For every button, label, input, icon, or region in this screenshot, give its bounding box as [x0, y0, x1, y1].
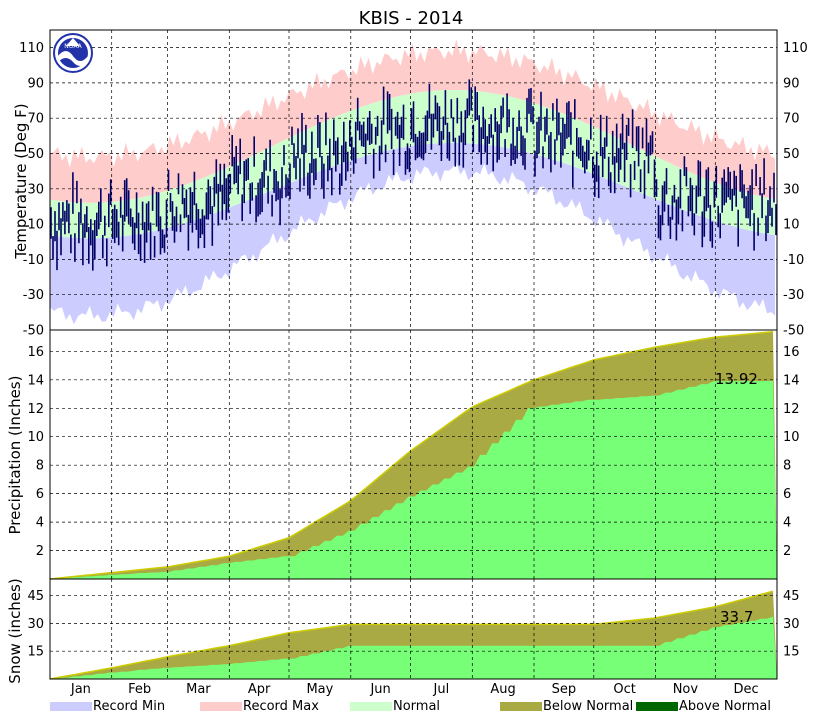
- y-tick-label: 110: [783, 41, 808, 56]
- month-label: Feb: [128, 682, 151, 697]
- legend-swatch: [350, 702, 392, 711]
- chart-title: KBIS - 2014: [359, 8, 464, 29]
- y-tick-label: 4: [783, 516, 791, 531]
- snow-frame: [49, 578, 778, 680]
- snow-normal-line: [49, 590, 774, 680]
- precipitation-total-annotation: 13.92: [715, 370, 758, 388]
- month-axis: Jan Feb Mar Apr May Jun Jul Aug Sep Oct Nov Dec: [70, 682, 759, 697]
- snow-grid: [50, 579, 777, 679]
- y-tick-label: 70: [783, 112, 800, 127]
- y-tick-label: -30: [783, 288, 804, 303]
- month-label: Aug: [490, 682, 515, 697]
- y-tick-label: 50: [27, 147, 44, 162]
- y-tick-label: -10: [23, 253, 44, 268]
- y-tick-label: 12: [27, 402, 44, 417]
- precipitation-grid: [50, 330, 777, 579]
- month-label: Dec: [734, 682, 759, 697]
- y-tick-label: 16: [783, 345, 800, 360]
- temperature-grid: [50, 30, 777, 330]
- month-label: Mar: [186, 682, 211, 697]
- month-label: Jan: [70, 682, 91, 697]
- y-tick-label: -10: [783, 253, 804, 268]
- legend-swatch: [50, 702, 92, 711]
- y-tick-label: 10: [27, 430, 44, 445]
- legend-label: Above Normal: [679, 699, 771, 714]
- y-tick-label: 45: [27, 589, 44, 604]
- temperature-axis-label: Temperature (Deg F): [12, 103, 30, 259]
- legend-swatch: [200, 702, 242, 711]
- precipitation-ticks: 2 2 4 4 6 6 8 8 10 10 12 12 14 14 16 16: [27, 345, 799, 559]
- y-tick-label: 30: [783, 617, 800, 632]
- logo-text: NOAA: [64, 43, 82, 50]
- observed-temperature-layer: [50, 79, 777, 271]
- snow-total-annotation: 33.7: [720, 608, 753, 626]
- month-label: Jul: [433, 682, 450, 697]
- y-tick-label: 90: [27, 76, 44, 91]
- month-label: May: [306, 682, 333, 697]
- y-tick-label: 8: [36, 459, 44, 474]
- y-tick-label: 6: [36, 487, 44, 502]
- snow-panel: 15 15 30 30 45 45 Snow (inches) 33.7: [6, 578, 800, 683]
- record-max-band: [50, 39, 775, 203]
- legend: Record Min Record Max Normal Below Normal Ab…: [50, 699, 771, 714]
- legend-label: Below Normal: [543, 699, 633, 714]
- y-tick-label: 50: [783, 147, 800, 162]
- temperature-panel: -30 -30 -10 -10 10 10 30 30 50 50 70 70 90 90 110 110 -5…: [12, 29, 808, 339]
- snow-ticks: 15 15 30 30 45 45: [27, 589, 799, 660]
- y-tick-label: 10: [783, 430, 800, 445]
- y-tick-label: -50: [23, 324, 44, 339]
- y-tick-label: 8: [783, 459, 791, 474]
- month-label: Sep: [552, 682, 577, 697]
- y-tick-label: 6: [783, 487, 791, 502]
- snow-observed-area: [50, 616, 777, 679]
- y-tick-label: 16: [27, 345, 44, 360]
- y-tick-label: 14: [783, 373, 800, 388]
- y-tick-label: 10: [783, 218, 800, 233]
- legend-label: Record Min: [93, 699, 165, 714]
- snow-area-layer: [49, 590, 777, 680]
- y-tick-label: -30: [23, 288, 44, 303]
- precipitation-normal-line: [49, 331, 774, 580]
- y-tick-label: 2: [783, 544, 791, 559]
- precipitation-axis-label: Precipitation (Inches): [6, 376, 24, 535]
- y-tick-label: 90: [783, 76, 800, 91]
- y-tick-label: 110: [19, 41, 44, 56]
- y-tick-label: 15: [783, 645, 800, 660]
- y-tick-label: 30: [27, 182, 44, 197]
- noaa-logo: NOAA: [53, 33, 93, 73]
- y-tick-label: -50: [783, 324, 804, 339]
- month-label: Apr: [248, 682, 271, 697]
- y-tick-label: 70: [27, 112, 44, 127]
- legend-swatch: [500, 702, 542, 711]
- legend-label: Normal: [393, 699, 440, 714]
- y-tick-label: 15: [27, 645, 44, 660]
- legend-label: Record Max: [243, 699, 319, 714]
- y-tick-label: 30: [27, 617, 44, 632]
- precipitation-panel: 2 2 4 4 6 6 8 8 10 10 12 12 14 14 16 16 Precipitation (…: [6, 329, 800, 580]
- y-tick-label: 10: [27, 218, 44, 233]
- y-tick-label: 30: [783, 182, 800, 197]
- month-label: Oct: [613, 682, 635, 697]
- observed-temperature-bars: [50, 79, 777, 271]
- y-tick-label: 2: [36, 544, 44, 559]
- y-tick-label: 12: [783, 402, 800, 417]
- precipitation-observed-area: [50, 380, 777, 579]
- temperature-ticks: -30 -30 -10 -10 10 10 30 30 50 50 70 70 90 90 110 110 -5…: [19, 41, 808, 338]
- y-tick-label: 14: [27, 373, 44, 388]
- precipitation-area-layer: [49, 331, 777, 580]
- month-label: Jun: [369, 682, 390, 697]
- legend-swatch: [636, 702, 678, 711]
- y-tick-label: 45: [783, 589, 800, 604]
- month-label: Nov: [673, 682, 699, 697]
- y-tick-label: 4: [36, 516, 44, 531]
- snow-axis-label: Snow (inches): [6, 578, 24, 683]
